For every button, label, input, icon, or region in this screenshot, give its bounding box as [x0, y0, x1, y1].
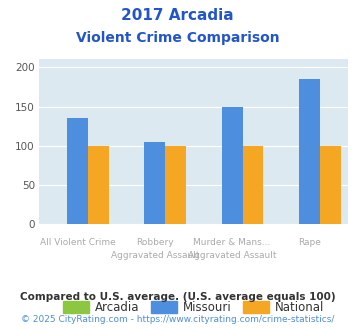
Text: Aggravated Assault: Aggravated Assault	[111, 251, 199, 260]
Bar	[299, 79, 320, 224]
Bar	[222, 107, 242, 224]
Text: Aggravated Assault: Aggravated Assault	[188, 251, 276, 260]
Text: Robbery: Robbery	[136, 238, 174, 247]
Text: 2017 Arcadia: 2017 Arcadia	[121, 8, 234, 23]
Text: © 2025 CityRating.com - https://www.cityrating.com/crime-statistics/: © 2025 CityRating.com - https://www.city…	[21, 315, 334, 324]
Bar	[320, 146, 340, 224]
Bar	[242, 146, 263, 224]
Text: Compared to U.S. average. (U.S. average equals 100): Compared to U.S. average. (U.S. average …	[20, 292, 335, 302]
Text: Violent Crime Comparison: Violent Crime Comparison	[76, 31, 279, 45]
Bar	[88, 146, 109, 224]
Text: Murder & Mans...: Murder & Mans...	[193, 238, 271, 247]
Bar	[144, 142, 165, 224]
Text: All Violent Crime: All Violent Crime	[40, 238, 115, 247]
Text: Rape: Rape	[298, 238, 321, 247]
Bar	[165, 146, 186, 224]
Legend: Arcadia, Missouri, National: Arcadia, Missouri, National	[58, 296, 329, 319]
Bar	[67, 118, 88, 224]
